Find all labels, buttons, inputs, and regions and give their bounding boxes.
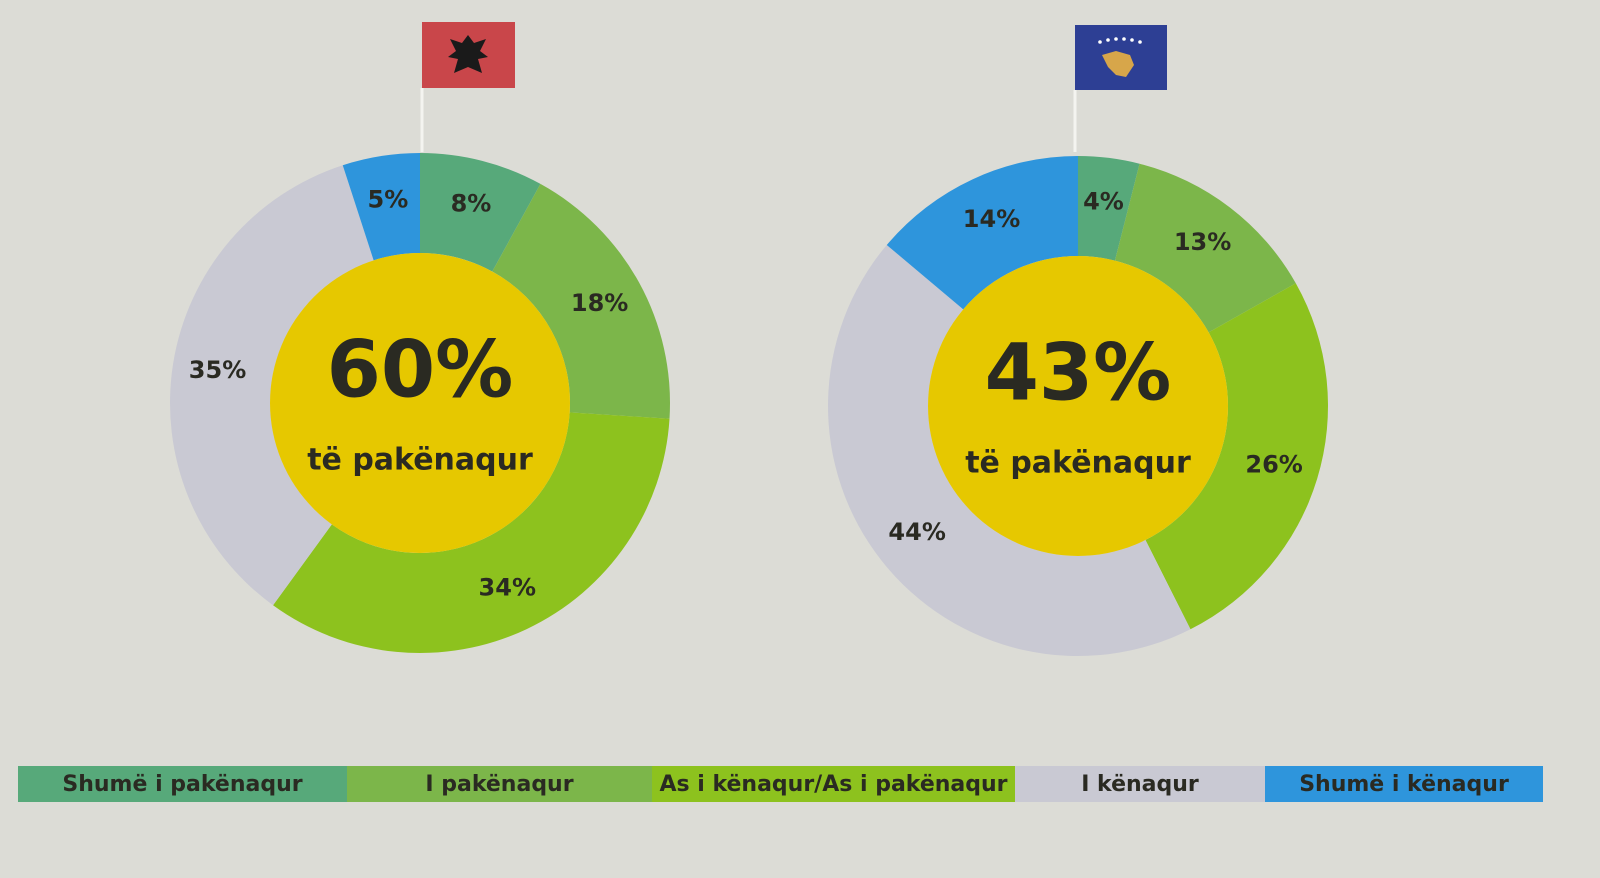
legend-swatch — [1015, 766, 1265, 802]
center-text: të pakënaqur — [307, 443, 533, 478]
data-label: 18% — [571, 289, 628, 317]
legend-label: As i kënaqur/As i pakënaqur — [659, 772, 1007, 797]
data-label: 34% — [479, 573, 536, 601]
legend-label: I kënaqur — [1081, 772, 1199, 797]
center-disc — [270, 253, 570, 553]
data-label: 4% — [1083, 188, 1124, 216]
center-value: 60% — [327, 325, 514, 415]
data-label: 44% — [888, 518, 945, 546]
flag-kosovo — [1073, 25, 1167, 152]
donut-segment — [1114, 163, 1296, 333]
flag-albania — [420, 22, 515, 152]
donut-segment — [273, 412, 670, 654]
data-label: 35% — [189, 356, 246, 384]
donut-segment — [342, 153, 420, 261]
legend-swatch — [18, 766, 347, 802]
donut-segment — [886, 156, 1078, 310]
legend-swatch — [652, 766, 1015, 802]
data-label: 13% — [1174, 228, 1231, 256]
donut-segment — [827, 244, 1191, 656]
donut-segment — [1145, 283, 1329, 630]
legend-swatch — [1265, 766, 1543, 802]
legend-label: Shumë i pakënaqur — [62, 772, 302, 797]
center-text: të pakënaqur — [965, 446, 1191, 481]
center-value: 43% — [985, 328, 1172, 418]
donut-segment — [1078, 156, 1140, 261]
legend: Shumë i pakënaqur I pakënaqur As i kënaqur… — [18, 766, 1543, 802]
data-label: 26% — [1245, 451, 1302, 479]
charts: 8% 18% 34% 35% 5% 60% të pakënaqur 4% 13% 26% 44% 1… — [169, 153, 1329, 656]
legend-swatch — [347, 766, 652, 802]
legend-label: I pakënaqur — [425, 772, 573, 797]
data-label: 5% — [368, 186, 409, 214]
data-label: 14% — [963, 205, 1020, 233]
legend-label: Shumë i kënaqur — [1299, 772, 1509, 797]
donut-segment — [169, 165, 374, 606]
donut-segment — [492, 183, 670, 419]
data-label: 8% — [451, 189, 492, 217]
center-disc — [928, 256, 1228, 556]
donut-segment — [420, 153, 541, 272]
